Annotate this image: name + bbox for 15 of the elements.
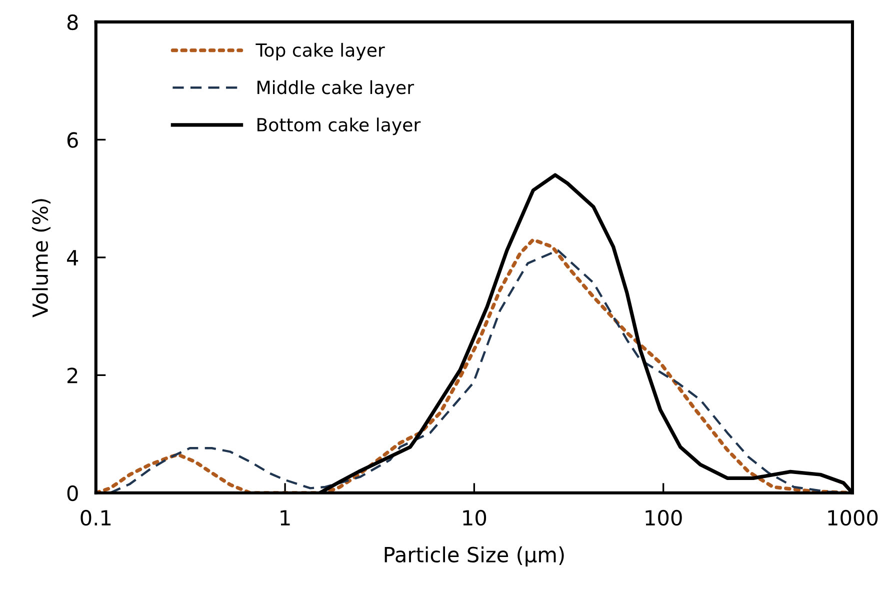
y-tick-label: 2 [68,368,78,384]
legend-label: Middle cake layer [258,80,414,98]
y-tick-label: 4 [67,250,78,266]
y-tick-label: 6 [67,132,78,148]
y-tick-label: 8 [67,14,78,30]
x-tick-label: 100 [646,510,682,526]
x-tick-label: 10 [463,510,486,526]
legend-label: Bottom cake layer [258,118,421,136]
x-axis-title: Particle Size (μm) [384,546,564,567]
x-tick-label: 1 [280,510,290,526]
x-tick-label: 1000 [828,510,878,526]
legend-label: Top cake layer [256,42,385,60]
y-axis-title: Volume (%) [32,199,51,318]
x-tick-label: 0.1 [80,510,111,526]
y-tick-label: 0 [67,485,78,502]
